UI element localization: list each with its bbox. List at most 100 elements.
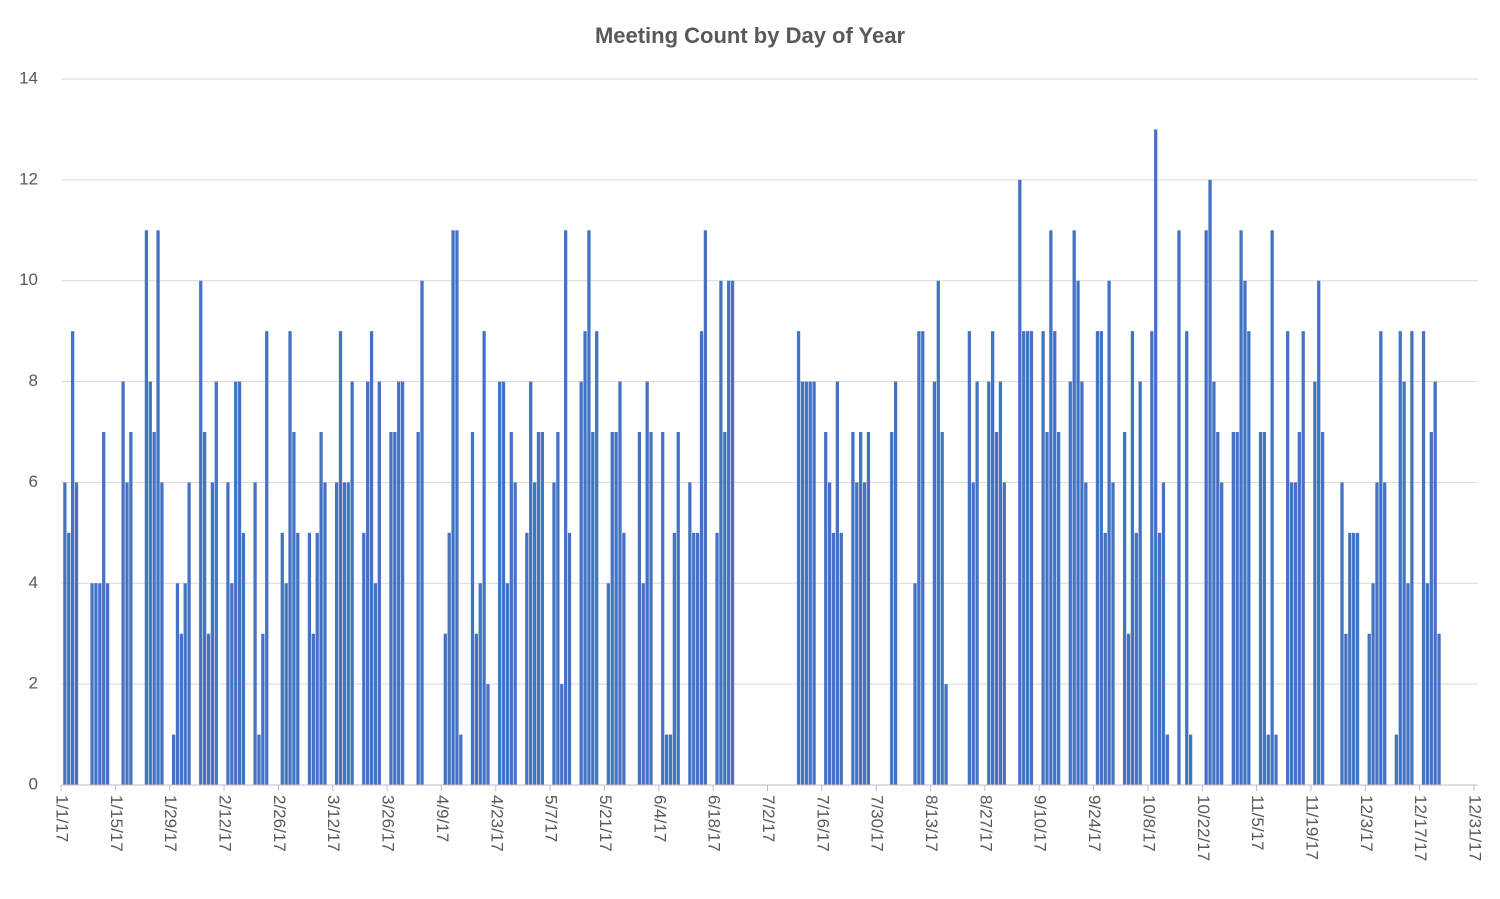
bar xyxy=(835,381,840,785)
bar xyxy=(1425,583,1430,785)
bar xyxy=(866,432,871,785)
bar xyxy=(1029,331,1034,785)
bar xyxy=(1421,331,1426,785)
bar xyxy=(1270,230,1274,786)
bar xyxy=(94,583,98,785)
bar xyxy=(1293,482,1298,785)
bar xyxy=(1344,633,1348,785)
bar xyxy=(237,381,242,785)
bar xyxy=(451,230,455,786)
x-tick-label: 11/5/17 xyxy=(1248,795,1267,850)
bar xyxy=(1220,482,1224,785)
bar xyxy=(265,331,269,785)
bar xyxy=(1018,179,1022,785)
y-tick-label: 4 xyxy=(29,573,38,592)
bar xyxy=(641,583,645,785)
x-tick-label: 9/10/17 xyxy=(1031,795,1050,852)
bar xyxy=(824,432,828,785)
bar xyxy=(556,432,560,785)
bar xyxy=(610,432,614,785)
bar xyxy=(699,331,704,785)
bar xyxy=(1130,331,1135,785)
x-tick-label: 6/18/17 xyxy=(705,795,724,852)
bar xyxy=(1286,331,1290,785)
bar xyxy=(1433,381,1437,785)
bar xyxy=(416,432,420,785)
bar xyxy=(583,331,587,785)
bar xyxy=(564,230,568,786)
bar xyxy=(377,381,381,785)
x-tick-label: 10/8/17 xyxy=(1139,795,1158,852)
bar xyxy=(74,482,79,785)
bar xyxy=(1367,633,1371,785)
bar xyxy=(470,432,475,785)
bar xyxy=(1216,432,1220,785)
bar xyxy=(160,482,164,785)
bar xyxy=(478,583,482,785)
bar xyxy=(1437,633,1441,785)
bar xyxy=(1274,734,1278,785)
bar xyxy=(105,583,110,785)
bar xyxy=(509,432,513,785)
bar xyxy=(175,583,180,785)
bar xyxy=(420,280,424,785)
bar xyxy=(1025,331,1030,785)
bar xyxy=(1150,331,1154,785)
bar xyxy=(315,532,319,785)
bar xyxy=(913,583,917,785)
bar xyxy=(346,482,350,785)
bar xyxy=(1398,331,1402,785)
bar xyxy=(796,331,801,785)
bar xyxy=(994,432,999,785)
bar xyxy=(967,331,971,785)
bar xyxy=(1103,532,1107,785)
bar xyxy=(536,432,541,785)
bar xyxy=(280,532,284,785)
bar xyxy=(482,331,486,785)
bar xyxy=(241,532,246,785)
bar xyxy=(261,633,265,785)
bar xyxy=(855,482,859,785)
bar xyxy=(587,230,591,786)
bar xyxy=(1375,482,1379,785)
bar xyxy=(501,381,506,785)
bar xyxy=(812,381,816,785)
bar xyxy=(288,331,292,785)
x-tick-label: 7/16/17 xyxy=(813,795,832,852)
bar xyxy=(171,734,176,785)
bar xyxy=(230,583,234,785)
bar xyxy=(505,583,510,785)
bar xyxy=(676,432,680,785)
bar xyxy=(90,583,94,785)
x-tick-label: 7/30/17 xyxy=(868,795,887,852)
x-tick-label: 10/22/17 xyxy=(1194,795,1213,861)
bar xyxy=(1247,331,1251,785)
bar xyxy=(1204,230,1208,786)
bar xyxy=(125,482,129,785)
bar xyxy=(1297,432,1301,785)
bar xyxy=(199,280,203,785)
chart-title: Meeting Count by Day of Year xyxy=(595,23,906,48)
bar xyxy=(688,482,692,785)
bar xyxy=(661,432,665,785)
bar xyxy=(1049,230,1053,786)
bar xyxy=(1208,179,1212,785)
bar xyxy=(334,482,339,785)
bar xyxy=(1320,432,1325,785)
x-tick-label: 8/27/17 xyxy=(976,795,995,852)
bar xyxy=(362,532,366,785)
bar xyxy=(703,230,708,786)
bar xyxy=(1002,482,1006,785)
bar xyxy=(692,532,696,785)
bar xyxy=(121,381,125,785)
bar xyxy=(1138,381,1142,785)
x-tick-label: 2/12/17 xyxy=(216,795,235,852)
bar xyxy=(664,734,669,785)
bar xyxy=(1177,230,1181,786)
bar xyxy=(342,482,347,785)
bar xyxy=(893,381,898,785)
bar xyxy=(1157,532,1162,785)
bar xyxy=(284,583,288,785)
bar xyxy=(1262,432,1267,785)
